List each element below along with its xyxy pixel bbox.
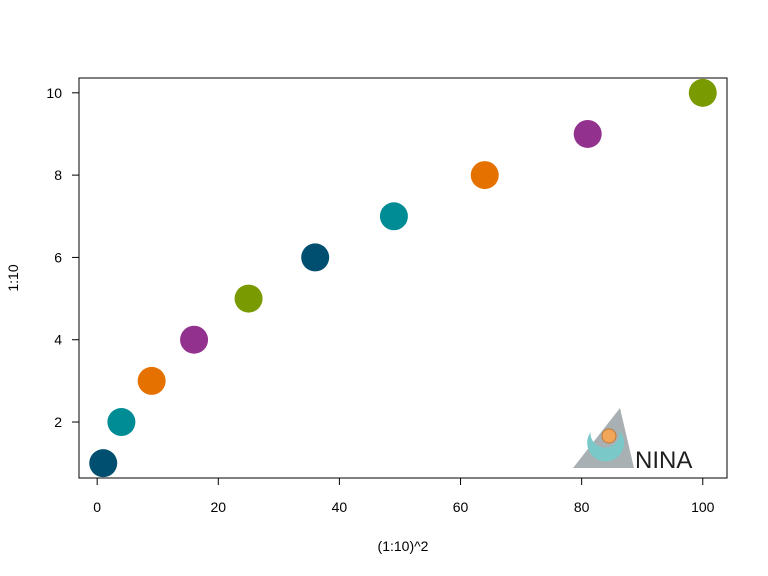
nina-logo: NINA: [573, 408, 692, 474]
logo-dot: [601, 428, 617, 444]
x-tick-label: 0: [93, 499, 101, 515]
logo-wordmark: NINA: [635, 447, 692, 474]
data-point: [137, 366, 166, 395]
data-point: [688, 78, 717, 107]
x-tick-label: 20: [211, 499, 227, 515]
y-axis-title: 1:10: [5, 264, 21, 291]
data-point: [89, 449, 118, 478]
y-tick-label: 6: [54, 249, 62, 265]
data-point: [470, 161, 499, 190]
x-axis: 0 20 40 60 80 100: [93, 477, 715, 515]
data-point: [379, 202, 408, 231]
y-tick-label: 10: [46, 85, 62, 101]
data-point: [301, 243, 330, 272]
y-tick-label: 8: [54, 167, 62, 183]
data-point: [234, 284, 263, 313]
y-tick-label: 2: [54, 414, 62, 430]
x-tick-label: 100: [691, 499, 715, 515]
data-points: [89, 78, 717, 478]
x-tick-label: 80: [574, 499, 590, 515]
logo-crescent: [587, 430, 625, 462]
y-tick-label: 4: [54, 332, 62, 348]
data-point: [107, 408, 136, 437]
y-axis: 2 4 6 8 10: [46, 85, 80, 430]
data-point: [573, 119, 602, 148]
x-axis-title: (1:10)^2: [378, 538, 429, 554]
plot-frame: [78, 77, 728, 479]
x-tick-label: 60: [453, 499, 469, 515]
x-tick-label: 40: [332, 499, 348, 515]
data-point: [180, 325, 209, 354]
